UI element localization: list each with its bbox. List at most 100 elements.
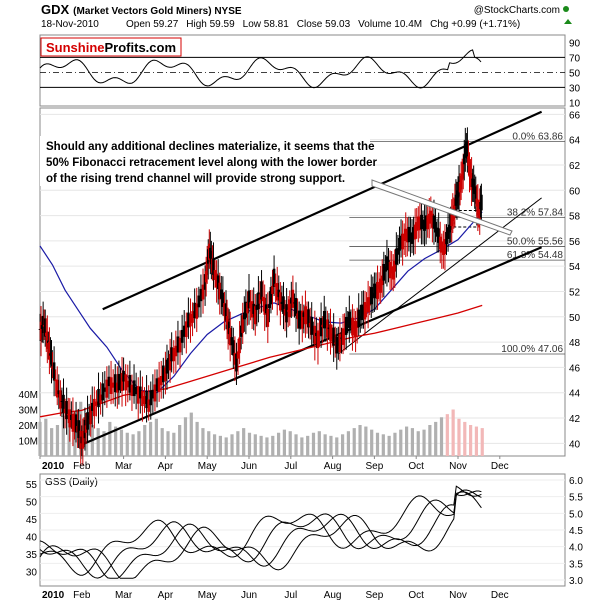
- candle-body: [480, 194, 483, 211]
- candle-body: [205, 262, 209, 275]
- annotation-pointer: [371, 179, 513, 236]
- gss-tick-label: 5.0: [569, 509, 583, 520]
- annotation-line: of the rising trend channel will provide…: [46, 173, 345, 185]
- candle-body: [199, 288, 203, 302]
- price-tick-label: 56: [569, 237, 581, 248]
- rsi-line: [39, 49, 482, 89]
- candle-body: [435, 227, 439, 237]
- trend-line-lower: [81, 246, 543, 446]
- candle-body: [77, 420, 80, 439]
- candle-body: [68, 409, 72, 428]
- candle-body: [113, 374, 117, 393]
- candle-body: [427, 213, 431, 224]
- candle-body: [228, 328, 232, 346]
- candle-body: [51, 366, 54, 370]
- candle-body: [99, 394, 102, 404]
- gss-label: GSS (Daily): [45, 477, 98, 488]
- candle-body: [341, 328, 345, 345]
- candle-body: [117, 373, 121, 391]
- volume-bar: [276, 432, 281, 456]
- candle-body: [330, 333, 334, 338]
- candle-body: [307, 309, 310, 328]
- candle-body: [105, 379, 109, 398]
- candle-body: [263, 297, 266, 315]
- volume-bar: [247, 432, 252, 456]
- candle-body: [354, 320, 357, 337]
- candle-body: [280, 301, 284, 305]
- header-quote-item: Open 59.27: [126, 19, 179, 30]
- candle-body: [52, 362, 56, 381]
- fib-level-label: 100.0% 47.06: [501, 344, 563, 355]
- candle-body: [434, 221, 437, 233]
- header-source: @StockCharts.com: [474, 5, 560, 16]
- header-quote-item: High 59.59: [186, 19, 235, 30]
- candle-body: [391, 266, 395, 280]
- candle-body: [93, 398, 96, 417]
- candle-body: [180, 329, 184, 343]
- volume-bar: [131, 434, 135, 456]
- volume-bar: [422, 429, 426, 456]
- candle-body: [308, 322, 312, 327]
- candle-body: [363, 302, 367, 320]
- volume-bar: [387, 435, 391, 456]
- candle-body: [319, 318, 323, 337]
- volume-bar: [242, 428, 246, 456]
- candle-body: [366, 297, 370, 313]
- candle-body: [410, 232, 414, 244]
- candle-body: [384, 266, 387, 272]
- gss-left-tick-label: 45: [26, 515, 38, 526]
- candle-body: [162, 365, 165, 383]
- volume-bar: [352, 428, 356, 456]
- volume-bar: [399, 429, 403, 456]
- volume-bar: [271, 435, 275, 456]
- candle-body: [187, 312, 190, 328]
- candle-body: [41, 315, 45, 334]
- candle-body: [332, 327, 335, 346]
- volume-bar: [172, 432, 176, 456]
- candle-body: [424, 215, 428, 229]
- candle-body: [329, 324, 332, 342]
- volume-bar: [148, 421, 153, 456]
- candle-body: [250, 301, 254, 318]
- volume-bar: [317, 431, 321, 456]
- volume-bar: [463, 421, 467, 456]
- candle-body: [269, 287, 273, 305]
- candle-body: [382, 263, 386, 281]
- volume-bar: [108, 421, 112, 456]
- gss-x-axis-label: Apr: [158, 590, 174, 601]
- candle-body: [294, 297, 298, 316]
- candle-body: [62, 394, 65, 413]
- candle-body: [277, 289, 281, 298]
- candle-body: [111, 382, 115, 388]
- volume-bar: [96, 428, 100, 456]
- volume-bar: [282, 429, 286, 456]
- candle-body: [387, 260, 390, 271]
- candle-body: [87, 416, 91, 420]
- candle-body: [333, 342, 337, 344]
- candle-body: [120, 373, 124, 391]
- candle-body: [216, 275, 220, 289]
- candle-body: [344, 316, 348, 335]
- candle-body: [426, 215, 429, 230]
- candle-body: [143, 396, 146, 404]
- candle-body: [220, 289, 223, 299]
- candle-body: [253, 306, 257, 325]
- candle-body: [132, 380, 136, 397]
- gss-line: [39, 489, 482, 579]
- candle-body: [182, 325, 186, 337]
- candle-body: [318, 332, 321, 335]
- candle-body: [349, 319, 353, 326]
- candle-body: [453, 198, 457, 215]
- candle-body: [174, 345, 178, 357]
- candle-body: [291, 289, 295, 308]
- candle-body: [212, 258, 215, 275]
- candle-body: [70, 414, 73, 420]
- candle-body: [348, 311, 351, 328]
- candle-body: [255, 304, 259, 310]
- candle-body: [368, 297, 371, 306]
- price-tick-label: 60: [569, 186, 581, 197]
- x-axis-label: Apr: [158, 461, 174, 472]
- volume-bar: [306, 435, 310, 456]
- candle-body: [236, 351, 240, 359]
- volume-bar: [207, 431, 211, 456]
